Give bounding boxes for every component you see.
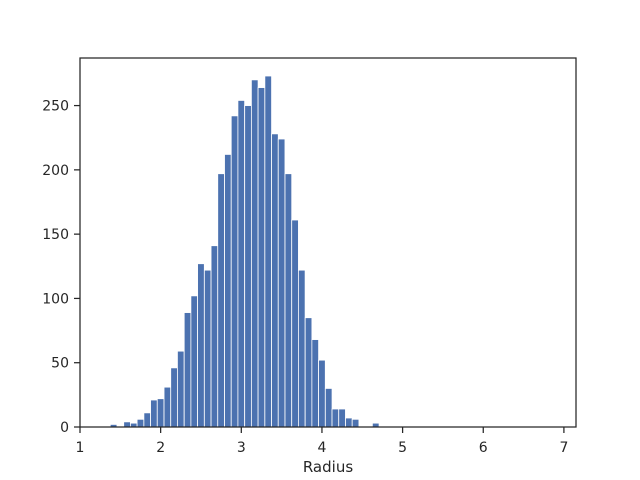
x-tick-label: 5 [398,440,407,456]
histogram-bar-6 [150,399,158,428]
histogram-bar-36 [351,418,360,428]
histogram-bar-28 [297,269,306,428]
histogram-bar-18 [230,115,239,428]
histogram-bar-8 [163,386,172,428]
histogram-bar-12 [190,295,199,428]
histogram-bar-30 [311,339,319,428]
histogram-bar-22 [257,87,266,428]
histogram-bar-10 [177,350,185,428]
histogram-bar-34 [338,408,346,428]
histogram-bar-17 [224,154,232,428]
histogram-bar-25 [277,138,286,428]
x-axis-label: Radius [303,458,353,476]
y-tick-label: 150 [42,227,69,243]
y-tick-label: 100 [42,291,69,307]
histogram-bar-20 [244,105,252,428]
histogram-bar-19 [237,100,246,428]
histogram-bar-24 [271,133,279,428]
y-tick-label: 0 [60,420,69,436]
histogram-bar-21 [250,79,259,428]
histogram-bar-13 [197,263,205,428]
histogram-bar-7 [156,398,165,428]
x-axis: 1 2 3 4 5 6 7 [76,427,568,456]
x-tick-label: 1 [76,440,85,456]
x-tick-label: 2 [156,440,165,456]
plot-frame [79,57,577,428]
bars-group [109,75,380,428]
histogram-bar-11 [183,312,192,428]
histogram-bar-33 [331,408,340,428]
y-tick-label: 50 [51,356,69,372]
x-tick-label: 4 [317,440,326,456]
histogram-bar-29 [304,317,313,428]
histogram-bar-15 [210,245,219,428]
x-tick-label: 3 [237,440,246,456]
y-tick-label: 200 [42,163,69,179]
histogram-bar-27 [291,219,299,428]
histogram-bar-31 [318,359,326,428]
histogram-bar-14 [203,269,212,428]
x-tick-label: 6 [479,440,488,456]
histogram-bar-2 [123,421,131,428]
histogram-bar-35 [345,417,353,428]
histogram-bar-23 [264,75,272,428]
histogram-bar-26 [284,173,293,428]
x-tick-label: 7 [559,440,568,456]
histogram-bar-16 [217,173,225,428]
y-tick-label: 250 [42,99,69,115]
histogram-bar-32 [324,388,333,428]
histogram-bar-5 [143,412,152,428]
y-axis: 0 50 100 150 200 250 [42,99,80,436]
histogram-bar-4 [136,418,145,428]
histogram-bar-9 [170,367,178,428]
